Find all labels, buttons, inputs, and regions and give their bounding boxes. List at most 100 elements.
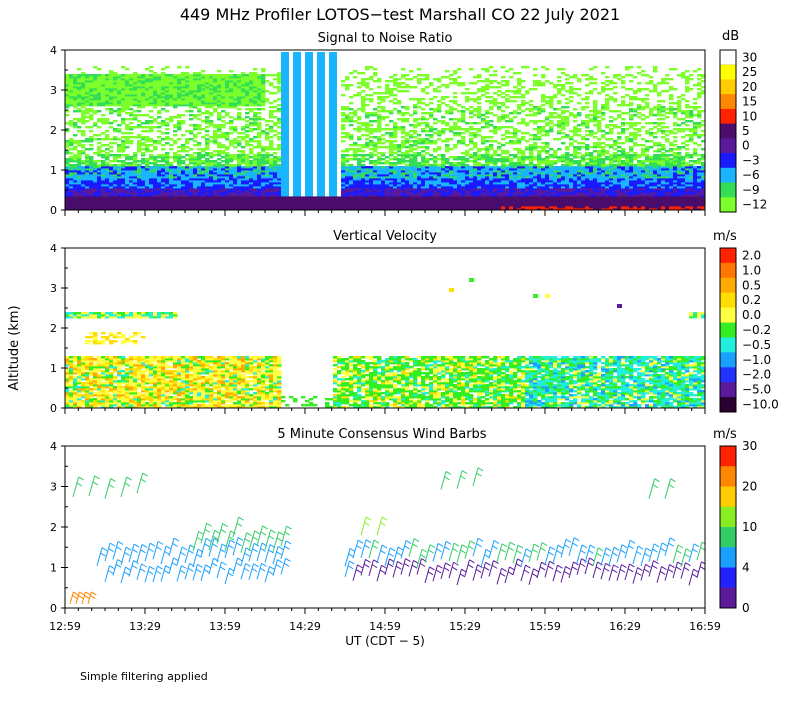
snr-cell — [361, 150, 366, 153]
snr-cell — [281, 72, 286, 75]
snr-cell — [233, 128, 238, 131]
snr-cell — [377, 160, 382, 163]
snr-cell — [73, 124, 78, 127]
snr-cell — [301, 154, 306, 157]
snr-cell — [165, 172, 170, 175]
snr-cell — [185, 140, 190, 143]
snr-cell — [69, 86, 74, 89]
snr-cell — [281, 60, 286, 63]
snr-cell — [385, 186, 390, 189]
snr-cell — [377, 118, 382, 121]
snr-cell — [261, 76, 266, 79]
snr-cell — [377, 204, 382, 207]
snr-cell — [377, 168, 382, 171]
snr-cell — [265, 158, 270, 161]
snr-cell — [245, 196, 250, 199]
snr-cell — [129, 90, 134, 93]
snr-cell — [333, 152, 338, 155]
snr-cell — [365, 68, 370, 71]
snr-cell — [109, 170, 114, 173]
snr-cell — [113, 172, 118, 175]
snr-cell — [413, 170, 418, 173]
snr-cell — [153, 198, 158, 201]
snr-cell — [269, 178, 274, 181]
snr-cell — [281, 200, 286, 203]
snr-cell — [381, 194, 386, 197]
snr-cell — [381, 192, 386, 195]
snr-cell — [169, 170, 174, 173]
snr-cell — [101, 154, 106, 157]
snr-cell — [141, 192, 146, 195]
snr-cell — [253, 122, 258, 125]
snr-cell — [105, 108, 110, 111]
snr-cell — [281, 128, 286, 131]
snr-cell — [129, 126, 134, 129]
snr-cell — [277, 126, 282, 129]
snr-cell — [165, 118, 170, 121]
snr-cell — [201, 82, 206, 85]
snr-cell — [97, 88, 102, 91]
snr-cell — [169, 174, 174, 177]
snr-cell — [181, 120, 186, 123]
snr-cell — [213, 90, 218, 93]
snr-cell — [313, 202, 318, 205]
snr-cell — [213, 188, 218, 191]
snr-cell — [153, 162, 158, 165]
snr-cell — [285, 104, 290, 107]
snr-cell — [249, 204, 254, 207]
snr-cell — [261, 166, 266, 169]
snr-cell — [313, 90, 318, 93]
snr-cell — [285, 144, 290, 147]
snr-cell — [397, 166, 402, 169]
snr-cell — [145, 168, 150, 171]
snr-cell — [213, 108, 218, 111]
snr-cell — [97, 80, 102, 83]
snr-cell — [85, 82, 90, 85]
snr-cell — [237, 90, 242, 93]
snr-cell — [321, 128, 326, 131]
snr-cell — [305, 106, 310, 109]
snr-cell — [141, 154, 146, 157]
snr-cell — [225, 112, 230, 115]
snr-cell — [169, 192, 174, 195]
snr-cell — [325, 56, 330, 59]
snr-cell — [153, 202, 158, 205]
snr-cell — [101, 118, 106, 121]
snr-cell — [317, 202, 322, 205]
snr-cell — [353, 200, 358, 203]
snr-cell — [177, 176, 182, 179]
snr-cell — [217, 158, 222, 161]
snr-cell — [97, 200, 102, 203]
snr-cell — [221, 186, 226, 189]
snr-cell — [321, 146, 326, 149]
snr-cell — [361, 188, 366, 191]
snr-cell — [273, 172, 278, 175]
snr-cell — [225, 188, 230, 191]
snr-cell — [409, 190, 414, 193]
snr-cell — [317, 200, 322, 203]
snr-cell — [321, 176, 326, 179]
snr-cell — [321, 154, 326, 157]
snr-cell — [93, 174, 98, 177]
snr-cell — [353, 180, 358, 183]
snr-cell — [341, 132, 346, 135]
snr-cell — [345, 136, 350, 139]
snr-cell — [137, 140, 142, 143]
snr-cell — [237, 82, 242, 85]
snr-cell — [301, 130, 306, 133]
snr-cell — [361, 202, 366, 205]
snr-cell — [217, 94, 222, 97]
snr-cell — [281, 100, 286, 103]
snr-cell — [317, 114, 322, 117]
snr-cell — [165, 80, 170, 83]
snr-cell — [265, 74, 270, 77]
snr-cell — [221, 116, 226, 119]
snr-cell — [89, 126, 94, 129]
snr-cell — [265, 200, 270, 203]
snr-cell — [213, 166, 218, 169]
snr-cell — [329, 184, 334, 187]
snr-cell — [249, 100, 254, 103]
snr-cell — [121, 194, 126, 197]
snr-cell — [397, 148, 402, 151]
snr-cell — [165, 176, 170, 179]
